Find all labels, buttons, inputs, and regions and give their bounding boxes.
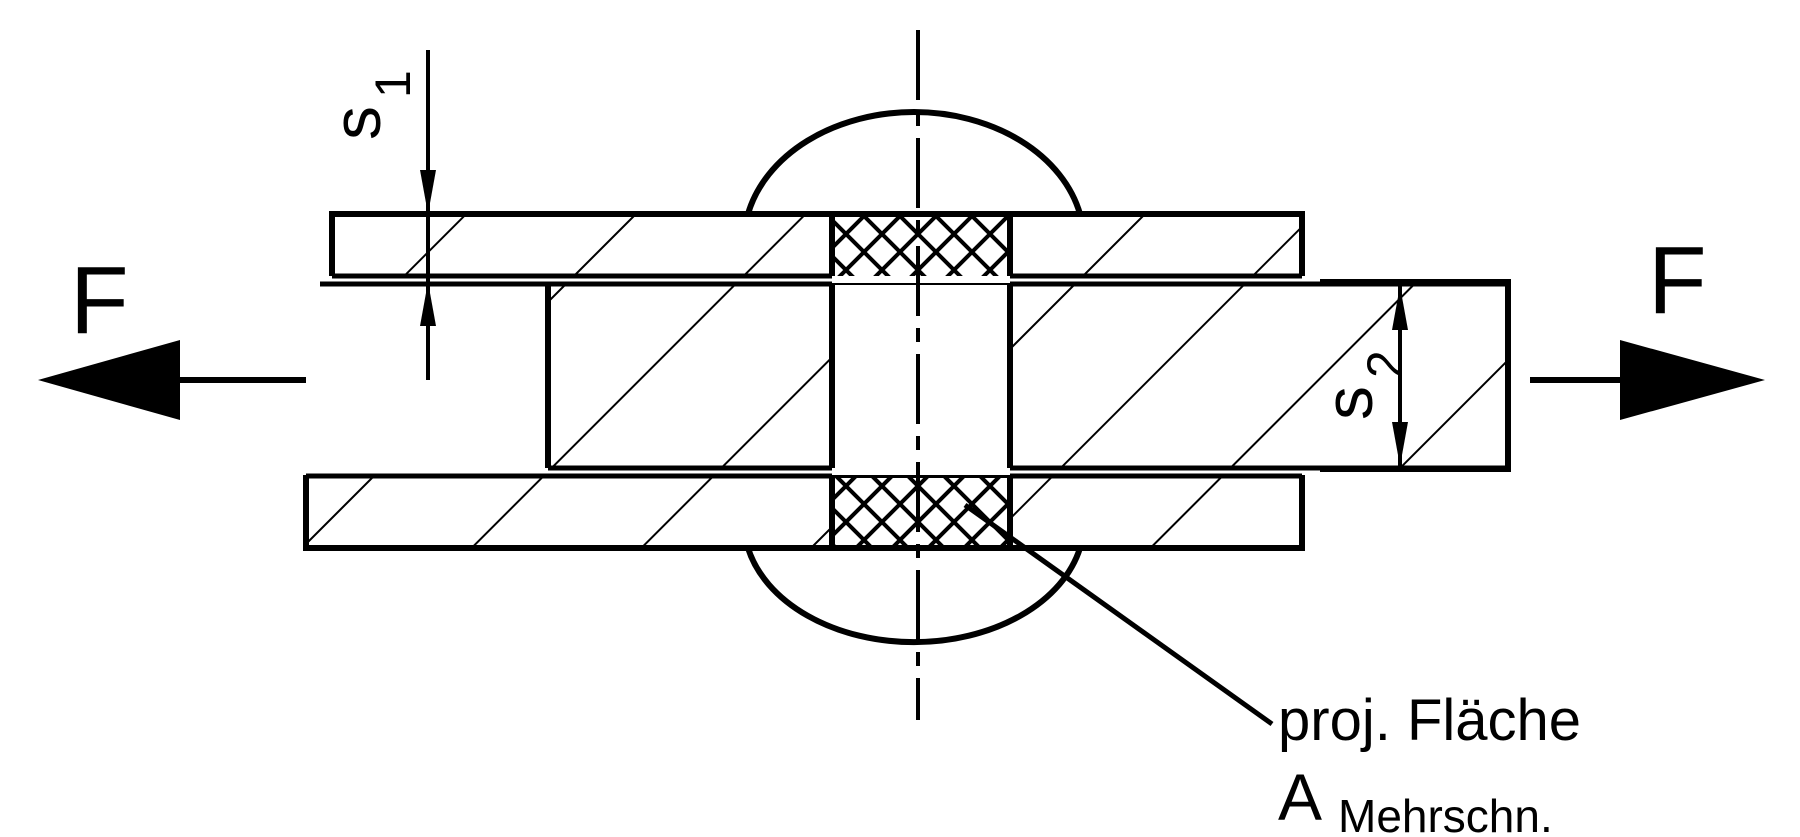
force-arrow-right (1530, 340, 1765, 420)
s2-label-subscript: 2 (1357, 350, 1413, 378)
s2-label: s 2 (1311, 350, 1413, 420)
outer-plate-bottom (303, 472, 1305, 551)
s2-label-main: s (1311, 386, 1387, 420)
s1-label: s 1 (319, 70, 421, 140)
callout-label-subscript: Mehrschn. (1338, 790, 1553, 837)
dimension-s1 (420, 50, 436, 380)
callout-leader-line (963, 502, 1274, 727)
callout-label-line1: proj. Fläche (1278, 688, 1581, 753)
middle-plate (545, 279, 1511, 472)
force-label-left: F (70, 247, 129, 354)
s1-label-subscript: 1 (365, 70, 421, 98)
gap-lower (300, 468, 1320, 475)
rivet-head-bottom (745, 547, 1083, 646)
gap-upper (320, 276, 1320, 283)
s1-label-main: s (319, 106, 395, 140)
projected-area-bottom (835, 478, 1007, 545)
rivet-head-top (745, 109, 1083, 215)
outer-plate-top (329, 211, 1305, 285)
callout-label-main: A (1278, 760, 1322, 834)
force-arrow-left (38, 340, 306, 420)
dimension-s2 (1392, 284, 1408, 468)
projected-area-top (835, 217, 1007, 279)
force-label-right: F (1648, 227, 1707, 334)
